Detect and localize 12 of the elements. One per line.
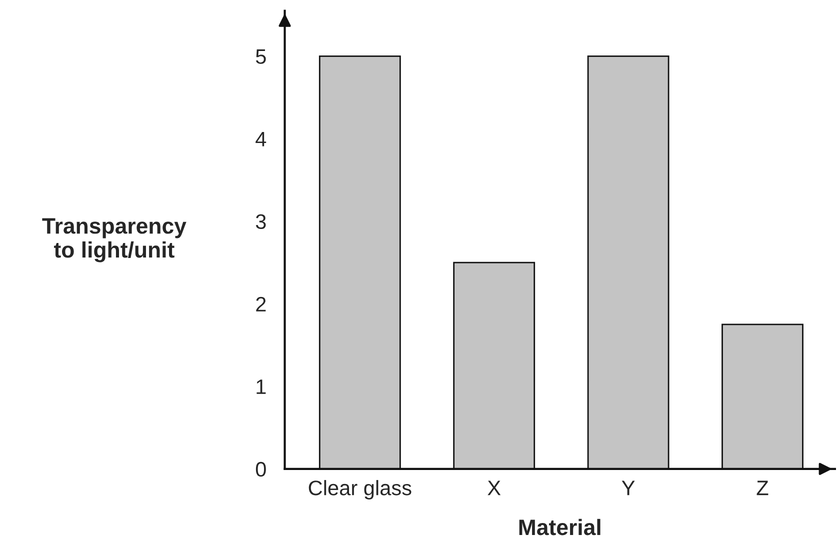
y-tick-label: 5 bbox=[256, 49, 266, 64]
y-tick-label: 4 bbox=[256, 132, 266, 146]
x-tick-label: Z bbox=[756, 480, 768, 496]
y-tick-label: 1 bbox=[256, 380, 266, 394]
x-axis-title: Material bbox=[519, 518, 600, 536]
x-tick-label: Clear glass bbox=[308, 480, 412, 500]
y-tick-label: 3 bbox=[256, 214, 266, 230]
x-tick-label: Y bbox=[622, 480, 635, 496]
x-tick-label: X bbox=[488, 480, 501, 496]
y-tick-label: 2 bbox=[256, 296, 266, 312]
y-tick-label: 0 bbox=[256, 462, 266, 477]
y-axis-title: Transparency to light/unit bbox=[42, 218, 186, 262]
